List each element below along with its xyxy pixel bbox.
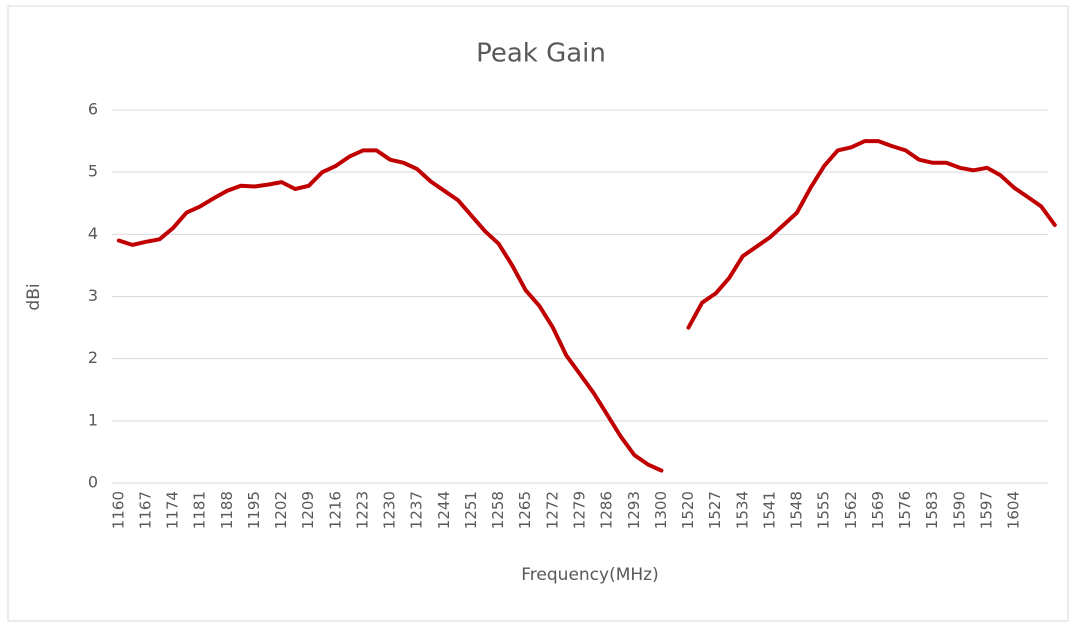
x-tick-label: 1300	[652, 491, 670, 529]
y-tick-label: 3	[88, 286, 98, 305]
y-axis-title: dBi	[24, 283, 44, 310]
y-tick-label: 5	[88, 162, 98, 181]
x-tick-label: 1160	[109, 491, 127, 529]
x-tick-label: 1555	[815, 491, 833, 529]
x-tick-label: 1174	[164, 491, 182, 529]
chart-frame	[7, 5, 1069, 622]
data-line	[116, 139, 1057, 473]
x-tick-label: 1562	[842, 491, 860, 529]
x-tick-label: 1167	[136, 491, 154, 529]
x-tick-label: 1520	[679, 491, 697, 529]
y-tick-label: 1	[88, 410, 98, 429]
x-tick-label: 1272	[543, 491, 561, 529]
x-tick-label: 1195	[245, 491, 263, 529]
x-tick-label: 1534	[733, 491, 751, 529]
x-tick-label: 1237	[408, 491, 426, 529]
x-tick-label: 1590	[950, 491, 968, 529]
x-tick-label: 1286	[598, 491, 616, 529]
x-tick-label: 1223	[353, 491, 371, 529]
x-tick-label: 1527	[706, 491, 724, 529]
x-tick-label: 1569	[869, 491, 887, 529]
x-tick-label: 1188	[218, 491, 236, 529]
x-tick-label: 1230	[381, 491, 399, 529]
x-tick-label: 1279	[571, 491, 589, 529]
chart-title: Peak Gain	[476, 39, 606, 69]
y-tick-label: 2	[88, 348, 98, 367]
x-tick-label: 1216	[326, 491, 344, 529]
y-tick-label: 6	[88, 100, 98, 119]
x-tick-label: 1548	[788, 491, 806, 529]
x-tick-label: 1209	[299, 491, 317, 529]
x-tick-label: 1258	[489, 491, 507, 529]
x-tick-label: 1181	[191, 491, 209, 529]
x-tick-label: 1265	[516, 491, 534, 529]
x-tick-label: 1244	[435, 491, 453, 529]
x-tick-label: 1541	[760, 491, 778, 529]
y-tick-label: 0	[88, 473, 98, 492]
x-tick-label: 1597	[977, 491, 995, 529]
x-tick-label: 1251	[462, 491, 480, 529]
x-tick-label: 1604	[1005, 491, 1023, 529]
x-tick-label: 1576	[896, 491, 914, 529]
x-tick-label: 1202	[272, 491, 290, 529]
x-axis-title: Frequency(MHz)	[521, 565, 658, 585]
x-tick-label: 1583	[923, 491, 941, 529]
x-tick-label: 1293	[625, 491, 643, 529]
y-tick-label: 4	[88, 224, 98, 243]
